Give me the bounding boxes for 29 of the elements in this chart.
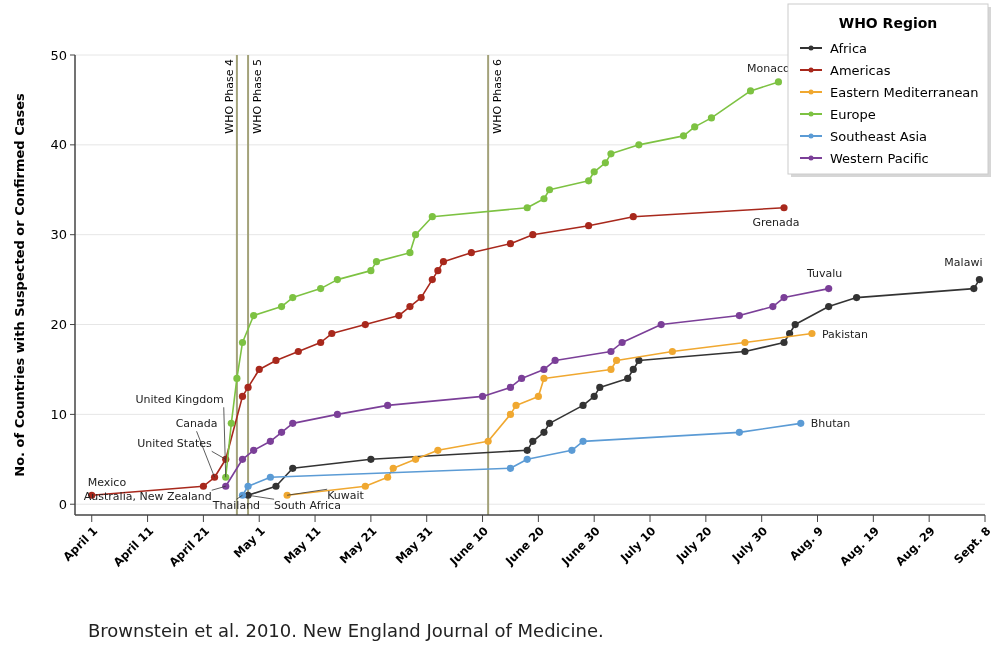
legend-label: Americas	[830, 62, 891, 78]
ref-line-label: WHO Phase 6	[491, 59, 505, 134]
annotation: Monaco	[747, 61, 791, 75]
y-tick-label: 50	[50, 47, 67, 63]
legend-label: Europe	[830, 106, 876, 122]
text: Brownstein et al. 2010. New England Journal of Medicine.	[88, 620, 604, 641]
annotation: Malawi	[944, 255, 983, 269]
annotation: Bhutan	[810, 417, 851, 431]
legend-label: Eastern Mediterranean	[830, 84, 979, 100]
annotation: Tuvalu	[806, 266, 843, 280]
legend-label: Western Pacific	[830, 150, 929, 166]
y-tick-label: 0	[58, 496, 67, 512]
annotation: Canada	[175, 417, 218, 431]
annotation: Grenada	[752, 215, 800, 229]
y-axis-title: No. of Countries with Suspected or Confirmed Cases	[12, 93, 27, 477]
ref-line-label: WHO Phase 5	[251, 59, 265, 134]
legend-label: Africa	[830, 40, 868, 56]
annotation: Mexico	[87, 476, 127, 490]
y-tick-label: 10	[50, 406, 67, 422]
y-tick-label: 20	[50, 317, 67, 333]
y-tick-label: 30	[50, 227, 67, 243]
y-tick-label: 40	[50, 137, 67, 153]
annotation: Australia, New Zealand	[83, 490, 212, 504]
annotation: Pakistan	[821, 327, 869, 341]
legend-label: Southeast Asia	[830, 128, 927, 144]
annotation: United States	[137, 437, 212, 451]
legend-title: WHO Region	[838, 15, 938, 31]
ref-line-label: WHO Phase 4	[222, 59, 236, 134]
annotation: United Kingdom	[135, 393, 224, 407]
